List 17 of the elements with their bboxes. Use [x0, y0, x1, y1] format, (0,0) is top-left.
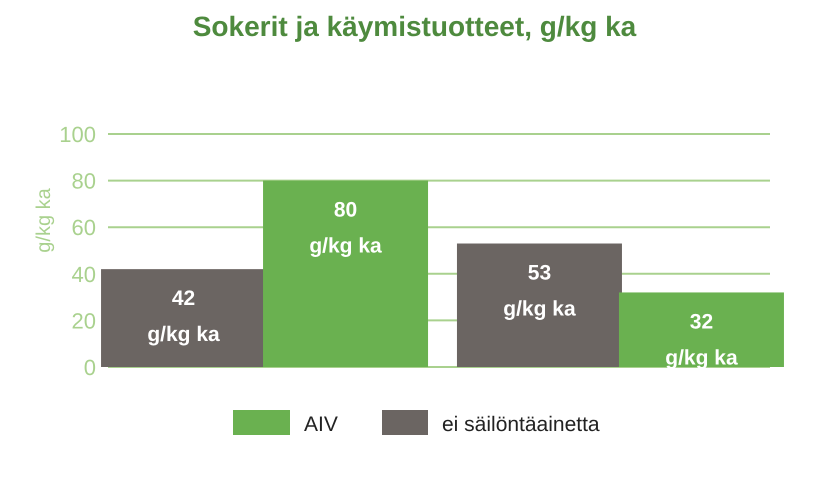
- data-label: 42 g/kg ka: [147, 287, 220, 346]
- bar: [456, 244, 622, 367]
- y-tick-label: 20: [72, 308, 96, 334]
- data-label: 80 g/kg ka: [309, 198, 382, 258]
- bar: [618, 292, 784, 367]
- data-label: 53 g/kg ka: [503, 262, 576, 321]
- chart-title: Sokerit ja käymistuotteet, g/kg ka: [192, 11, 637, 42]
- y-tick-label: 40: [72, 262, 96, 287]
- bar: [263, 180, 428, 367]
- legend-label: ei säilöntäainetta: [442, 413, 600, 436]
- y-tick-label: 60: [72, 215, 96, 240]
- legend-label: AIV: [304, 413, 338, 436]
- y-axis-title: g/kg ka: [33, 187, 55, 253]
- y-tick-label: 80: [72, 168, 96, 194]
- y-tick-label: 0: [84, 355, 96, 380]
- y-tick-label: 100: [59, 122, 96, 147]
- data-label: 32 g/kg ka: [665, 310, 738, 370]
